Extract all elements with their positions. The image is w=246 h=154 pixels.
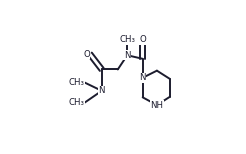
Text: O: O: [83, 50, 90, 59]
Text: CH₃: CH₃: [69, 98, 85, 107]
Text: CH₃: CH₃: [69, 78, 85, 87]
Text: N: N: [139, 73, 146, 82]
Text: N: N: [98, 86, 105, 95]
Text: N: N: [124, 51, 131, 60]
Text: O: O: [139, 35, 146, 44]
Text: CH₃: CH₃: [119, 35, 135, 44]
Text: NH: NH: [150, 101, 163, 109]
